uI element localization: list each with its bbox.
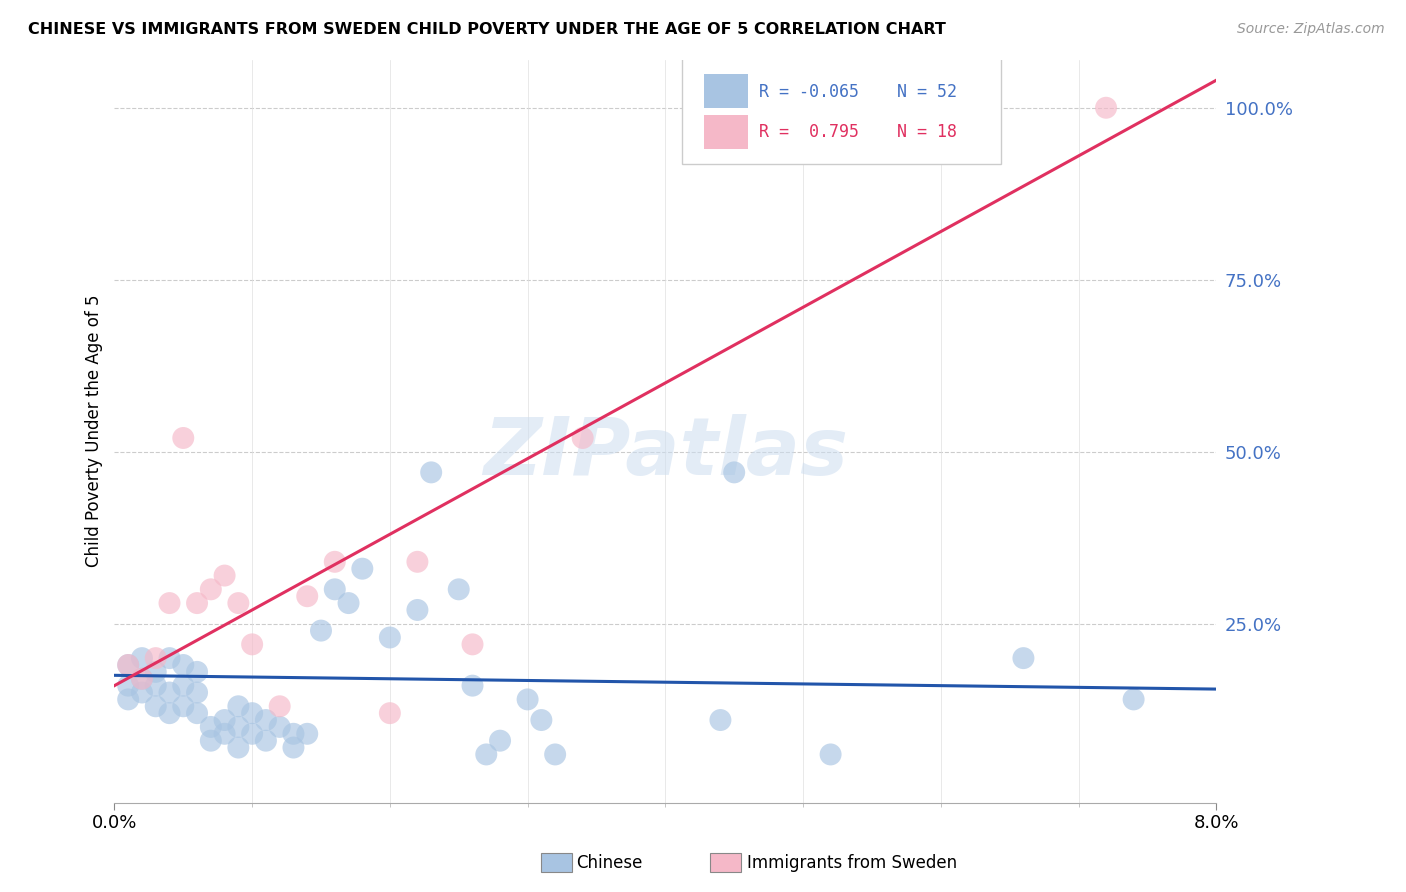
Point [309,624,332,638]
Point [214,713,236,727]
Point [516,692,538,706]
Point [240,706,263,721]
Text: Immigrants from Sweden: Immigrants from Sweden [747,854,956,871]
Point [145,679,167,693]
Point [131,672,153,686]
Point [420,466,443,480]
Point [131,685,153,699]
Point [228,699,250,714]
Point [214,727,236,741]
Point [186,685,208,699]
Point [172,431,194,445]
Point [159,651,181,665]
Point [214,568,236,582]
Point [200,582,222,597]
Point [200,720,222,734]
Point [228,596,250,610]
FancyBboxPatch shape [682,52,1001,163]
Text: N = 52: N = 52 [897,83,956,101]
Point [240,637,263,651]
Point [200,733,222,747]
Point [461,637,484,651]
Point [145,665,167,679]
Text: ZIPatlas: ZIPatlas [482,415,848,492]
Text: R =  0.795: R = 0.795 [759,123,859,142]
Point [337,596,360,610]
Point [145,699,167,714]
Point [269,720,291,734]
Point [571,431,593,445]
Point [186,706,208,721]
Point [117,679,139,693]
Point [544,747,567,762]
Point [228,720,250,734]
Point [297,727,319,741]
Point [172,658,194,673]
Point [186,665,208,679]
Point [131,672,153,686]
Point [820,747,842,762]
Y-axis label: Child Poverty Under the Age of 5: Child Poverty Under the Age of 5 [86,295,103,567]
Point [172,679,194,693]
Point [709,713,731,727]
Point [117,658,139,673]
Point [461,679,484,693]
Point [475,747,498,762]
Point [145,651,167,665]
Text: Chinese: Chinese [576,854,643,871]
Text: CHINESE VS IMMIGRANTS FROM SWEDEN CHILD POVERTY UNDER THE AGE OF 5 CORRELATION C: CHINESE VS IMMIGRANTS FROM SWEDEN CHILD … [28,22,946,37]
Point [1012,651,1035,665]
Text: Source: ZipAtlas.com: Source: ZipAtlas.com [1237,22,1385,37]
Point [406,555,429,569]
Point [352,562,374,576]
Point [1095,101,1118,115]
Point [159,596,181,610]
Point [1122,692,1144,706]
Point [297,589,319,603]
Point [254,733,277,747]
Point [172,699,194,714]
Point [228,740,250,755]
Point [530,713,553,727]
Point [323,582,346,597]
Point [254,713,277,727]
Point [378,631,401,645]
Point [283,740,305,755]
Point [186,596,208,610]
FancyBboxPatch shape [704,74,748,108]
Point [283,727,305,741]
Point [240,727,263,741]
Point [723,466,745,480]
Point [378,706,401,721]
Point [447,582,470,597]
Point [117,692,139,706]
Point [159,706,181,721]
FancyBboxPatch shape [704,115,748,149]
Text: R = -0.065: R = -0.065 [759,83,859,101]
Point [406,603,429,617]
Point [131,651,153,665]
Text: N = 18: N = 18 [897,123,956,142]
Point [117,658,139,673]
Point [269,699,291,714]
Point [489,733,512,747]
Point [323,555,346,569]
Point [159,685,181,699]
